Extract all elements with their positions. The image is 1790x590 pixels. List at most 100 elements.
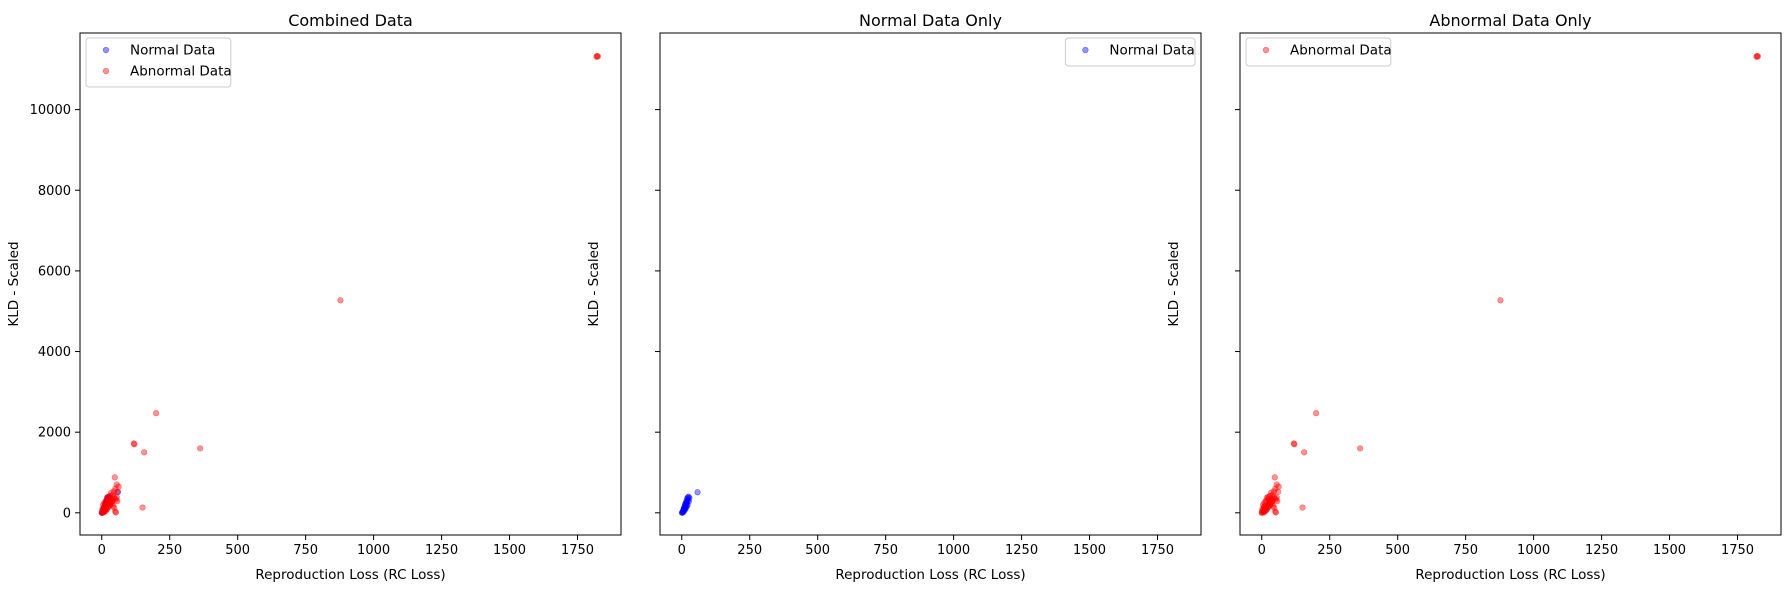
legend-label: Normal Data	[1109, 43, 1194, 59]
x-tick-label: 750	[293, 543, 318, 558]
x-tick-label: 500	[1385, 543, 1410, 558]
series-abnormal-data	[1258, 52, 1761, 516]
legend-marker	[102, 46, 110, 54]
data-point	[1291, 441, 1298, 448]
data-point	[593, 52, 601, 60]
x-tick-label: 1000	[1517, 543, 1550, 558]
y-axis-label: KLD - Scaled	[6, 241, 22, 326]
legend: Normal Data Abnormal Data	[85, 37, 232, 88]
data-point	[1301, 449, 1308, 456]
scatter-points	[98, 52, 601, 516]
axes-frame	[659, 32, 1202, 536]
x-tick-label: 750	[1453, 543, 1478, 558]
x-tick-label: 1500	[493, 543, 526, 558]
data-point	[683, 503, 690, 510]
x-axis-label: Reproduction Loss (RC Loss)	[1415, 567, 1605, 583]
data-point	[685, 493, 692, 500]
data-point	[114, 498, 121, 505]
x-tick-label: 0	[1258, 543, 1266, 558]
data-point	[114, 488, 122, 495]
chart-title: Abnormal Data Only	[1429, 11, 1591, 30]
y-tick-label: 0	[63, 506, 71, 521]
data-point	[1274, 498, 1281, 505]
x-tick-label: 1250	[1585, 543, 1618, 558]
data-point	[1272, 509, 1279, 516]
x-tick-label: 250	[737, 543, 762, 558]
legend: Abnormal Data	[1245, 37, 1392, 67]
y-axis: 0 2000 4000 6000 8000 10000	[30, 103, 80, 521]
data-point	[113, 481, 120, 488]
y-axis	[655, 109, 660, 514]
data-point	[1357, 445, 1364, 452]
x-tick-label: 1750	[1141, 543, 1174, 558]
data-point	[337, 297, 344, 304]
legend: Normal Data	[1064, 37, 1196, 67]
data-point	[112, 509, 119, 516]
x-axis-label: Reproduction Loss (RC Loss)	[835, 567, 1025, 583]
series-normal-data	[678, 489, 701, 516]
data-point	[131, 441, 138, 448]
panel-3: 0 250 500 750 1000 1250 1500 1750 Abnormal Data …	[1166, 11, 1782, 583]
x-tick-label: 750	[873, 543, 898, 558]
series-abnormal-data	[98, 52, 601, 516]
data-point	[111, 474, 118, 481]
x-tick-label: 500	[805, 543, 830, 558]
legend-marker	[1082, 46, 1089, 54]
x-tick-label: 1500	[1653, 543, 1686, 558]
x-axis: 0 250 500 750 1000 1250 1500 1750	[98, 535, 594, 558]
x-tick-label: 0	[98, 543, 106, 558]
data-point	[139, 504, 146, 511]
x-tick-label: 500	[225, 543, 250, 558]
data-point	[1753, 52, 1761, 60]
x-tick-label: 250	[157, 543, 182, 558]
axes-frame	[1239, 32, 1782, 536]
chart-title: Normal Data Only	[859, 11, 1002, 30]
x-tick-label: 0	[678, 543, 686, 558]
x-tick-label: 1250	[1005, 543, 1038, 558]
x-axis-label: Reproduction Loss (RC Loss)	[255, 567, 445, 583]
y-axis-label: KLD - Scaled	[586, 241, 602, 326]
x-tick-label: 1500	[1073, 543, 1106, 558]
data-point	[197, 445, 204, 452]
x-tick-label: 1750	[561, 543, 594, 558]
scatter-points	[678, 489, 701, 516]
data-point	[1271, 474, 1278, 481]
x-tick-label: 1000	[937, 543, 970, 558]
x-tick-label: 250	[1317, 543, 1342, 558]
axes-frame	[79, 32, 622, 536]
y-tick-label: 6000	[38, 264, 71, 279]
y-axis	[1235, 109, 1240, 514]
panel-1: 0 250 500 750 1000 1250 1500 1750 0 2000 4000 6000 8…	[6, 11, 622, 583]
y-tick-label: 2000	[38, 426, 71, 441]
data-point	[1273, 481, 1280, 488]
legend-label: Abnormal Data	[130, 64, 232, 80]
legend-box	[1245, 37, 1392, 67]
legend-marker	[1262, 46, 1270, 54]
data-point	[141, 449, 148, 456]
y-tick-label: 4000	[38, 345, 71, 360]
data-point	[694, 489, 701, 496]
y-tick-label: 10000	[30, 103, 71, 118]
y-axis-label: KLD - Scaled	[1166, 241, 1182, 326]
legend-marker	[102, 67, 110, 75]
legend-label: Normal Data	[130, 43, 215, 59]
chart-title: Combined Data	[288, 11, 413, 30]
x-tick-label: 1250	[425, 543, 458, 558]
data-point	[1299, 504, 1306, 511]
data-point	[153, 410, 160, 417]
data-point	[1497, 297, 1504, 304]
data-point	[1313, 410, 1320, 417]
x-tick-label: 1000	[357, 543, 390, 558]
legend-box	[1064, 37, 1196, 67]
scatter-points	[1258, 52, 1761, 516]
x-axis: 0 250 500 750 1000 1250 1500 1750	[1258, 535, 1754, 558]
legend-label: Abnormal Data	[1290, 43, 1392, 59]
legend-box	[85, 37, 232, 88]
x-axis: 0 250 500 750 1000 1250 1500 1750	[678, 535, 1174, 558]
data-point	[1274, 488, 1282, 495]
x-tick-label: 1750	[1721, 543, 1754, 558]
y-tick-label: 8000	[38, 184, 71, 199]
panel-2: 0 250 500 750 1000 1250 1500 1750 Normal Data On…	[586, 11, 1202, 583]
